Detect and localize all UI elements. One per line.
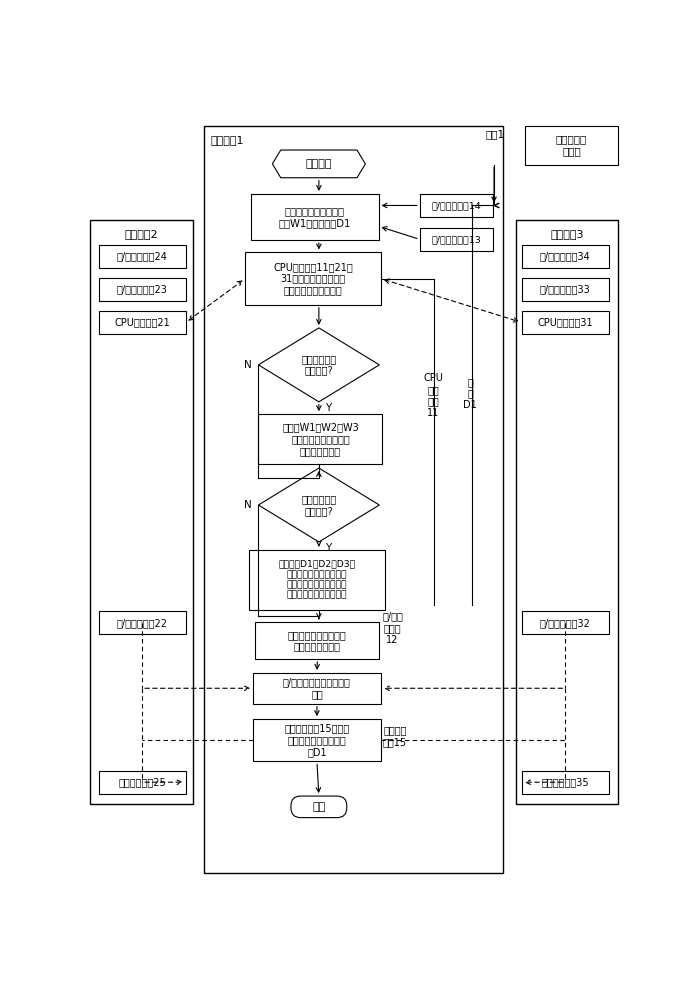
Text: 子控制器3: 子控制器3 bbox=[550, 229, 584, 239]
Text: Y: Y bbox=[325, 403, 331, 413]
Text: 产品上电: 产品上电 bbox=[305, 159, 332, 169]
FancyBboxPatch shape bbox=[291, 796, 347, 818]
FancyBboxPatch shape bbox=[91, 220, 193, 804]
Text: CPU
控制
单元
11: CPU 控制 单元 11 bbox=[424, 373, 444, 418]
FancyBboxPatch shape bbox=[245, 252, 381, 305]
Text: 三元余位移
传感器: 三元余位移 传感器 bbox=[556, 135, 587, 156]
FancyBboxPatch shape bbox=[522, 245, 609, 268]
FancyBboxPatch shape bbox=[253, 719, 381, 761]
Text: N: N bbox=[245, 500, 252, 510]
FancyBboxPatch shape bbox=[525, 126, 618, 165]
Text: 模/数转换单元33: 模/数转换单元33 bbox=[540, 284, 591, 294]
Polygon shape bbox=[258, 328, 379, 402]
Text: 将数字量控制电流转换
为电压量控制电流: 将数字量控制电流转换 为电压量控制电流 bbox=[288, 630, 347, 651]
FancyBboxPatch shape bbox=[522, 278, 609, 301]
FancyBboxPatch shape bbox=[522, 771, 609, 794]
Text: CPU控制单元31: CPU控制单元31 bbox=[538, 318, 593, 328]
Text: 模/数转换单元13: 模/数转换单元13 bbox=[431, 235, 482, 244]
Text: 接收控制指令，采集线
位移W1和控制电流D1: 接收控制指令，采集线 位移W1和控制电流D1 bbox=[278, 206, 351, 228]
FancyBboxPatch shape bbox=[258, 414, 382, 464]
FancyBboxPatch shape bbox=[419, 228, 493, 251]
FancyBboxPatch shape bbox=[522, 311, 609, 334]
FancyBboxPatch shape bbox=[419, 194, 493, 217]
Text: 模/数转换单元34: 模/数转换单元34 bbox=[540, 251, 591, 261]
Text: 位移1: 位移1 bbox=[485, 129, 504, 139]
FancyBboxPatch shape bbox=[251, 194, 379, 240]
Text: Y: Y bbox=[325, 543, 331, 553]
Text: 模/数转换单元24: 模/数转换单元24 bbox=[117, 251, 168, 261]
Text: 功率放大
单元15: 功率放大 单元15 bbox=[383, 725, 407, 747]
FancyBboxPatch shape bbox=[99, 245, 186, 268]
FancyBboxPatch shape bbox=[253, 673, 381, 704]
Text: 功率放大单元35: 功率放大单元35 bbox=[542, 777, 589, 787]
Text: 模/数转换单元14: 模/数转换单元14 bbox=[432, 201, 482, 210]
Text: 数/模转
换单元
12: 数/模转 换单元 12 bbox=[382, 612, 403, 645]
Text: 数/模转换单元32: 数/模转换单元32 bbox=[540, 618, 591, 628]
Text: CPU控制单元21: CPU控制单元21 bbox=[114, 318, 170, 328]
Polygon shape bbox=[258, 468, 379, 542]
Text: 子控制器1: 子控制器1 bbox=[210, 135, 244, 145]
Text: 控制电流D1、D2、D3进
行多数表决，数字量控制
电流进行补偿后输出，吸
收功率放大单元一度故障: 控制电流D1、D2、D3进 行多数表决，数字量控制 电流进行补偿后输出，吸 收功… bbox=[278, 560, 355, 600]
Text: 模/数转换单元中值处理后
输出: 模/数转换单元中值处理后 输出 bbox=[283, 677, 351, 699]
Text: 电
流
D1: 电 流 D1 bbox=[463, 377, 477, 410]
FancyBboxPatch shape bbox=[515, 220, 618, 804]
Text: CPU控制单元11、21、
31进行数据通讯，交互
线位移和控制电流信号: CPU控制单元11、21、 31进行数据通讯，交互 线位移和控制电流信号 bbox=[273, 262, 353, 295]
Text: 功率放大单元25: 功率放大单元25 bbox=[118, 777, 166, 787]
Text: 功率放大单元
一度故障?: 功率放大单元 一度故障? bbox=[301, 494, 337, 516]
Text: 结束: 结束 bbox=[312, 802, 325, 812]
FancyBboxPatch shape bbox=[99, 611, 186, 634]
Text: 线位移W1、W2、W3
进行多数表决，吸收反
馈通道一度故障: 线位移W1、W2、W3 进行多数表决，吸收反 馈通道一度故障 bbox=[282, 423, 359, 456]
FancyBboxPatch shape bbox=[99, 771, 186, 794]
Text: 位移采集通道
一度故障?: 位移采集通道 一度故障? bbox=[301, 354, 337, 376]
Polygon shape bbox=[272, 150, 366, 178]
FancyBboxPatch shape bbox=[99, 278, 186, 301]
FancyBboxPatch shape bbox=[204, 126, 502, 873]
FancyBboxPatch shape bbox=[99, 311, 186, 334]
Text: N: N bbox=[245, 360, 252, 370]
Text: 模/数转换单元23: 模/数转换单元23 bbox=[117, 284, 168, 294]
FancyBboxPatch shape bbox=[249, 550, 385, 610]
FancyBboxPatch shape bbox=[522, 611, 609, 634]
Text: 数/模转换单元22: 数/模转换单元22 bbox=[117, 618, 168, 628]
Text: 功率放大单元15将电压
量控制电流变换为阀电
流D1: 功率放大单元15将电压 量控制电流变换为阀电 流D1 bbox=[284, 724, 350, 757]
FancyBboxPatch shape bbox=[256, 622, 379, 659]
Text: 子控制器2: 子控制器2 bbox=[124, 229, 158, 239]
